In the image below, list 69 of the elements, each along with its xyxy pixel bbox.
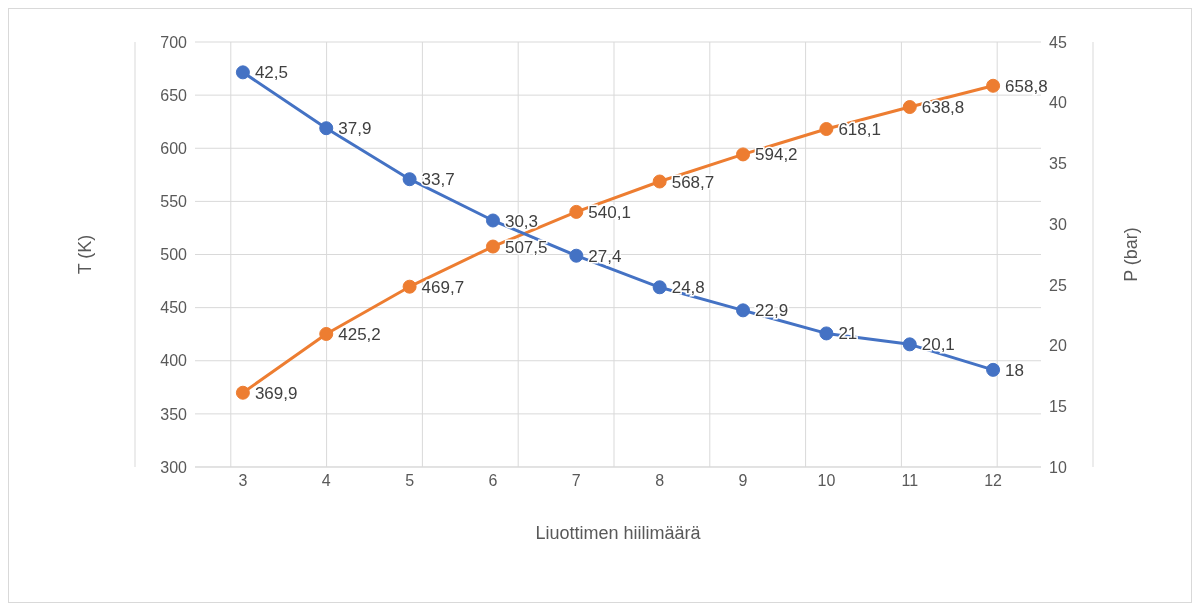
data-label: 42,5: [254, 63, 288, 83]
data-label: 507,5: [504, 237, 548, 257]
y2-tick-label: 10: [1049, 458, 1067, 476]
y-tick-label: 500: [160, 246, 188, 264]
x-tick-label: 9: [738, 472, 748, 490]
y2-tick-label: 40: [1049, 94, 1067, 112]
y-tick-label: 600: [160, 139, 188, 157]
x-tick-label: 6: [488, 472, 498, 490]
point: [402, 172, 417, 187]
data-label: 658,8: [1005, 76, 1048, 96]
point: [319, 326, 334, 341]
y2-axis-title: P (bar): [1121, 227, 1142, 282]
y-tick-label: 550: [160, 193, 188, 211]
point: [819, 326, 834, 341]
point: [902, 100, 917, 115]
y-tick-label: 450: [160, 299, 188, 317]
data-label: 540,1: [588, 202, 631, 222]
y2-tick-label: 25: [1049, 276, 1067, 294]
data-label: 24,8: [671, 278, 705, 298]
point: [986, 362, 1001, 377]
data-label: 33,7: [421, 170, 455, 190]
point: [569, 204, 584, 219]
x-tick-label: 12: [984, 472, 1003, 490]
point: [902, 337, 917, 352]
x-tick-label: 4: [321, 472, 331, 490]
point: [319, 121, 334, 136]
point: [652, 174, 667, 189]
y2-tick-label: 45: [1049, 33, 1067, 51]
point: [652, 280, 667, 295]
y2-tick-label: 30: [1049, 215, 1067, 233]
data-label: 568,7: [671, 172, 715, 192]
point: [819, 122, 834, 137]
y2-tick-label: 35: [1049, 155, 1067, 173]
x-axis-title: Liuottimen hiilimäärä: [535, 523, 702, 543]
point: [235, 385, 250, 400]
point: [485, 239, 500, 254]
x-tick-label: 11: [901, 472, 919, 490]
data-label: 425,2: [338, 324, 381, 344]
x-tick-label: 5: [405, 472, 415, 490]
data-label: 20,1: [921, 335, 955, 355]
point: [402, 279, 417, 294]
data-label: 369,9: [254, 383, 298, 403]
data-label: 27,4: [588, 246, 622, 266]
y-tick-label: 300: [160, 458, 188, 476]
y2-tick-label: 15: [1049, 397, 1067, 415]
y-tick-label: 650: [160, 86, 188, 104]
data-label: 618,1: [838, 120, 881, 140]
y-tick-label: 700: [160, 33, 188, 51]
x-tick-label: 8: [655, 472, 665, 490]
point: [986, 78, 1001, 93]
point: [235, 65, 250, 80]
data-label: 22,9: [755, 301, 789, 321]
data-label: 638,8: [921, 98, 965, 118]
data-label: 30,3: [504, 211, 539, 231]
data-label: 469,7: [421, 277, 465, 297]
data-label: 18: [1005, 360, 1025, 380]
x-tick-label: 3: [238, 472, 248, 490]
x-tick-label: 10: [817, 472, 836, 490]
y-tick-label: 350: [160, 405, 188, 423]
data-label: 594,2: [755, 145, 798, 165]
x-tick-label: 7: [571, 472, 581, 490]
point: [485, 213, 500, 228]
point: [736, 303, 751, 318]
y-tick-label: 400: [160, 352, 188, 370]
point: [569, 248, 584, 263]
y2-tick-label: 20: [1049, 337, 1067, 355]
point: [736, 147, 751, 162]
data-label: 37,9: [338, 119, 372, 139]
y-axis-title: T (K): [75, 234, 96, 275]
